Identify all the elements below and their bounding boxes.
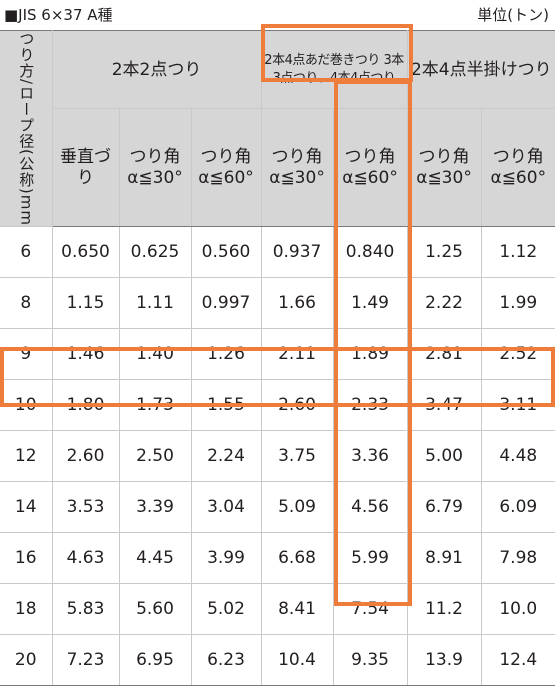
load-value-cell: 4.45 [118,531,192,584]
load-value-cell: 6.68 [260,531,334,584]
table-row: 10 1.80 1.73 1.55 2.60 2.33 3.47 3.11 [0,378,555,431]
column-header: つり角 α≦30° [406,108,482,227]
table-row: 9 1.46 1.40 1.26 2.11 1.89 2.81 2.52 [0,327,555,380]
table-row: 8 1.15 1.11 0.997 1.66 1.49 2.22 1.99 [0,276,555,329]
load-value-cell: 4.56 [332,480,408,533]
load-value-cell: 0.650 [51,225,120,278]
load-value-cell: 1.80 [51,378,120,431]
load-value-cell: 2.33 [332,378,408,431]
load-value-cell: 11.2 [406,582,482,635]
load-value-cell: 1.89 [332,327,408,380]
load-value-cell: 5.99 [332,531,408,584]
load-value-cell: 0.560 [190,225,262,278]
load-value-cell: 1.66 [260,276,334,329]
load-table: つり方/ロープ径(公称)mm 2本2点つり 2本4点あだ巻きつり 3本3点つり、… [0,29,555,686]
rope-diameter-cell: 16 [0,531,53,584]
load-value-cell: 13.9 [406,633,482,686]
column-header: つり角 α≦60° [480,108,555,227]
column-header: つり角 α≦60° [190,108,262,227]
rope-diameter-cell: 9 [0,327,53,380]
group-header: 2本2点つり [51,29,262,110]
table-row: 6 0.650 0.625 0.560 0.937 0.840 1.25 1.12 [0,225,555,278]
load-value-cell: 7.98 [480,531,555,584]
load-value-cell: 3.53 [51,480,120,533]
load-value-cell: 3.47 [406,378,482,431]
load-value-cell: 2.24 [190,429,262,482]
column-header: つり角 α≦30° [118,108,192,227]
column-header: つり角 α≦30° [260,108,334,227]
table-title: ■JIS 6×37 A種 [4,6,113,24]
load-value-cell: 5.09 [260,480,334,533]
load-value-cell: 4.63 [51,531,120,584]
rope-diameter-cell: 20 [0,633,53,686]
load-value-cell: 1.11 [118,276,192,329]
load-value-cell: 2.50 [118,429,192,482]
load-value-cell: 5.83 [51,582,120,635]
load-value-cell: 2.60 [51,429,120,482]
load-value-cell: 1.73 [118,378,192,431]
load-value-cell: 6.79 [406,480,482,533]
load-value-cell: 6.09 [480,480,555,533]
table-row: 20 7.23 6.95 6.23 10.4 9.35 13.9 12.4 [0,633,555,686]
load-value-cell: 2.60 [260,378,334,431]
load-value-cell: 7.54 [332,582,408,635]
load-value-cell: 0.937 [260,225,334,278]
load-value-cell: 6.95 [118,633,192,686]
load-value-cell: 5.02 [190,582,262,635]
load-value-cell: 3.36 [332,429,408,482]
load-value-cell: 1.99 [480,276,555,329]
load-value-cell: 1.12 [480,225,555,278]
rope-diameter-cell: 12 [0,429,53,482]
table-row: 18 5.83 5.60 5.02 8.41 7.54 11.2 10.0 [0,582,555,635]
load-value-cell: 3.39 [118,480,192,533]
load-value-cell: 3.04 [190,480,262,533]
corner-header: つり方/ロープ径(公称)mm [0,30,53,227]
column-header: つり角 α≦60° [332,108,408,227]
load-value-cell: 6.23 [190,633,262,686]
load-value-cell: 12.4 [480,633,555,686]
table-row: 14 3.53 3.39 3.04 5.09 4.56 6.79 6.09 [0,480,555,533]
rope-diameter-cell: 18 [0,582,53,635]
load-value-cell: 2.52 [480,327,555,380]
load-value-cell: 1.40 [118,327,192,380]
load-value-cell: 8.91 [406,531,482,584]
load-value-cell: 3.11 [480,378,555,431]
load-value-cell: 1.25 [406,225,482,278]
load-value-cell: 1.46 [51,327,120,380]
load-value-cell: 9.35 [332,633,408,686]
rope-diameter-cell: 10 [0,378,53,431]
load-value-cell: 8.41 [260,582,334,635]
load-value-cell: 1.15 [51,276,120,329]
rope-diameter-cell: 14 [0,480,53,533]
load-value-cell: 3.99 [190,531,262,584]
load-value-cell: 2.81 [406,327,482,380]
load-value-cell: 7.23 [51,633,120,686]
load-value-cell: 10.4 [260,633,334,686]
group-header: 2本4点半掛けつり [406,29,555,110]
load-value-cell: 2.22 [406,276,482,329]
rope-diameter-cell: 8 [0,276,53,329]
rope-diameter-cell: 6 [0,225,53,278]
load-value-cell: 10.0 [480,582,555,635]
unit-label: 単位(トン) [477,6,549,24]
load-value-cell: 1.26 [190,327,262,380]
load-value-cell: 5.60 [118,582,192,635]
group-header: 2本4点あだ巻きつり 3本3点つり、4本4点つり [260,29,408,110]
load-value-cell: 1.49 [332,276,408,329]
column-header: 垂直づり [52,108,120,227]
load-value-cell: 5.00 [406,429,482,482]
table-row: 12 2.60 2.50 2.24 3.75 3.36 5.00 4.48 [0,429,555,482]
load-value-cell: 0.997 [190,276,262,329]
table-row: 16 4.63 4.45 3.99 6.68 5.99 8.91 7.98 [0,531,555,584]
load-value-cell: 3.75 [260,429,334,482]
load-value-cell: 4.48 [480,429,555,482]
load-value-cell: 0.625 [118,225,192,278]
load-value-cell: 1.55 [190,378,262,431]
corner-label: つり方/ロープ径(公称)mm [17,31,36,226]
load-value-cell: 0.840 [332,225,408,278]
load-value-cell: 2.11 [260,327,334,380]
